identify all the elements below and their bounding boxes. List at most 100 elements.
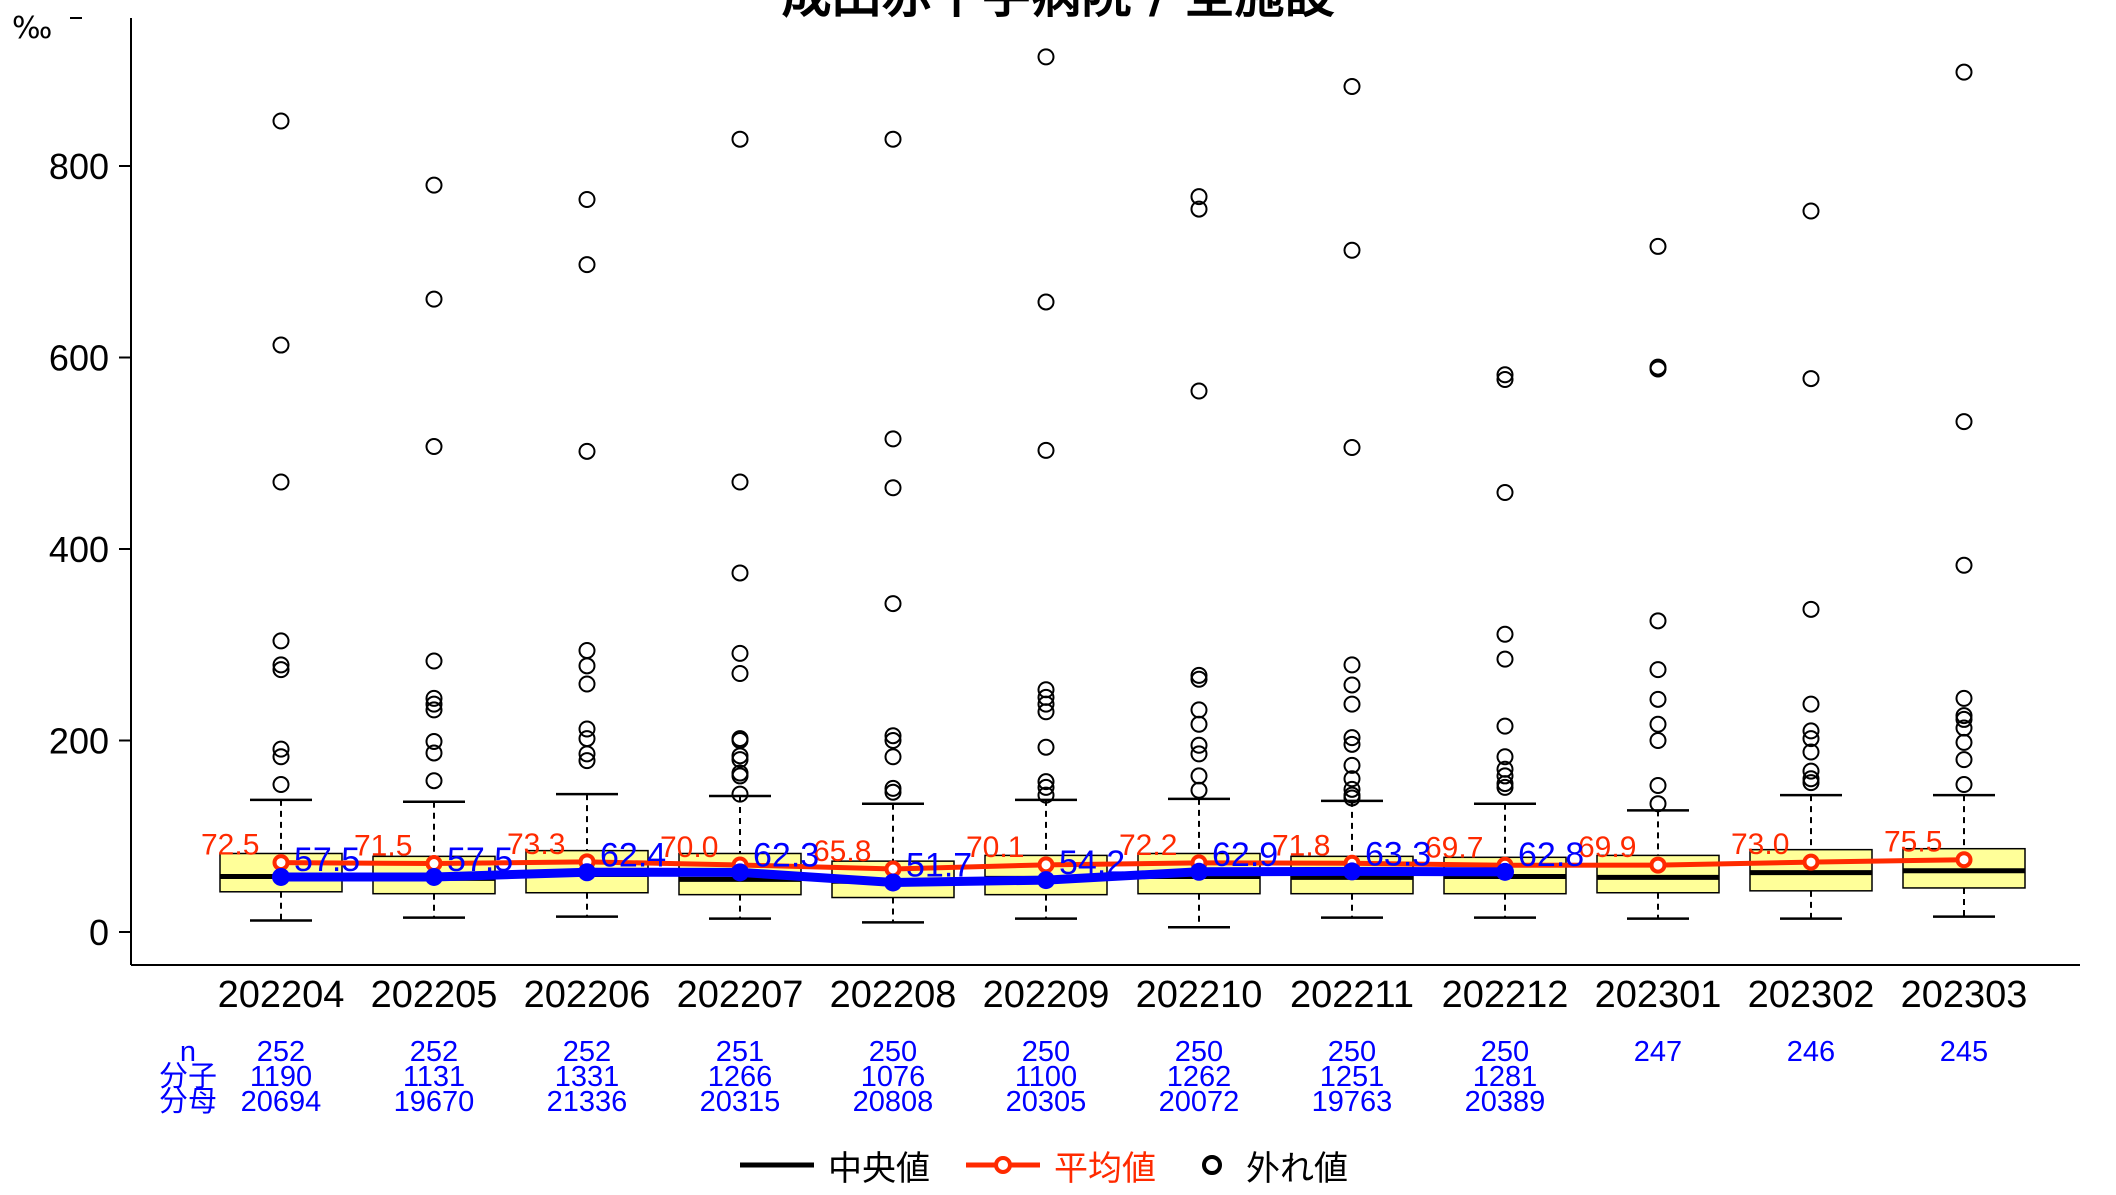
outlier-point — [1037, 441, 1055, 459]
outlier-point — [272, 661, 290, 679]
table-cell: 247 — [1634, 1036, 1682, 1068]
outlier-point — [884, 727, 902, 745]
y-tick-label: 800 — [49, 146, 109, 187]
outlier-point — [425, 652, 443, 670]
outlier-point — [1955, 413, 1973, 431]
outlier-point — [425, 695, 443, 713]
table-cell: 1281 — [1473, 1061, 1538, 1093]
outlier-point — [578, 745, 596, 763]
outlier-point — [578, 720, 596, 738]
outlier-point — [731, 644, 749, 662]
mean-label: 71.5 — [354, 830, 412, 863]
mean-label: 72.2 — [1119, 829, 1177, 862]
table-cell: 252 — [257, 1036, 305, 1068]
outlier-point — [1343, 241, 1361, 259]
mean-label: 73.0 — [1731, 828, 1789, 861]
table-cell: 19670 — [394, 1086, 475, 1118]
mean-label: 72.5 — [201, 829, 259, 862]
outlier-point — [1649, 690, 1667, 708]
outlier-point — [1037, 48, 1055, 66]
outlier-point — [731, 751, 749, 769]
table-cell: 250 — [1022, 1036, 1070, 1068]
outlier-point — [578, 442, 596, 460]
outlier-point — [425, 732, 443, 750]
outlier-point — [731, 785, 749, 803]
x-tick-label: 202210 — [1136, 974, 1263, 1016]
x-tick-label: 202208 — [830, 974, 957, 1016]
outlier-point — [1955, 689, 1973, 707]
outlier-point — [578, 191, 596, 209]
outlier-point — [1496, 717, 1514, 735]
outlier-point — [1190, 701, 1208, 719]
outlier-point — [1496, 767, 1514, 785]
table-row-label: 分子 — [159, 1061, 217, 1093]
outlier-point — [1802, 762, 1820, 780]
mean-line-icon — [966, 1156, 1040, 1174]
outlier-point — [1802, 600, 1820, 618]
outlier-point — [1802, 743, 1820, 761]
outlier-point — [1802, 730, 1820, 748]
outlier-point — [1802, 722, 1820, 740]
outlier-point — [272, 336, 290, 354]
x-tick-label: 202303 — [1901, 974, 2028, 1016]
outlier-point — [425, 438, 443, 456]
y-tick-label: 600 — [49, 338, 109, 379]
table-cell: 1262 — [1167, 1061, 1232, 1093]
x-tick-label: 202211 — [1290, 974, 1414, 1016]
table-cell: 250 — [1175, 1036, 1223, 1068]
table-row-label: n — [180, 1036, 196, 1068]
table-cell: 20694 — [241, 1086, 322, 1118]
outlier-point — [1343, 78, 1361, 96]
outlier-point — [1190, 670, 1208, 688]
outlier-point — [1955, 776, 1973, 794]
table-cell: 20315 — [700, 1086, 781, 1118]
legend-median-label: 中央値 — [828, 1148, 930, 1189]
table-cell: 1076 — [861, 1061, 926, 1093]
legend: 中央値 平均値 外れ値 — [740, 1135, 1384, 1195]
outlier-point — [1190, 715, 1208, 733]
outlier-point — [1649, 612, 1667, 630]
table-cell: 250 — [869, 1036, 917, 1068]
outlier-point — [731, 473, 749, 491]
table-cell: 20305 — [1006, 1086, 1087, 1118]
table-cell: 20808 — [853, 1086, 934, 1118]
outlier-point — [731, 767, 749, 785]
outlier-point — [578, 657, 596, 675]
outlier-point — [1037, 773, 1055, 791]
outlier-point — [1955, 63, 1973, 81]
outlier-point — [1802, 774, 1820, 792]
outlier-point — [884, 783, 902, 801]
outlier-point — [1037, 778, 1055, 796]
table-cell: 1190 — [250, 1061, 312, 1093]
mean-point — [1802, 853, 1820, 871]
outlier-point — [1190, 736, 1208, 754]
hospital-label: 51.7 — [906, 846, 972, 884]
outlier-point — [1649, 360, 1667, 378]
outlier-point — [884, 595, 902, 613]
table-cell: 246 — [1787, 1036, 1835, 1068]
table-cell: 245 — [1940, 1036, 1988, 1068]
mean-label: 70.0 — [660, 831, 718, 864]
outlier-point — [1343, 729, 1361, 747]
outlier-point — [272, 656, 290, 674]
table-cell: 250 — [1328, 1036, 1376, 1068]
outlier-point — [1037, 738, 1055, 756]
outlier-point — [1802, 202, 1820, 220]
mean-point — [1649, 856, 1667, 874]
x-tick-label: 202209 — [983, 974, 1110, 1016]
outlier-point — [272, 776, 290, 794]
outlier-point — [1037, 786, 1055, 804]
outlier-point — [1190, 767, 1208, 785]
hospital-label: 63.3 — [1365, 835, 1431, 873]
outlier-point — [884, 779, 902, 797]
table-cell: 252 — [563, 1036, 611, 1068]
outlier-point — [1343, 735, 1361, 753]
mean-point — [1037, 856, 1055, 874]
outlier-point — [1955, 556, 1973, 574]
table-cell: 1331 — [555, 1061, 620, 1093]
outlier-point — [731, 564, 749, 582]
outlier-point — [578, 641, 596, 659]
hospital-label: 57.5 — [447, 841, 513, 879]
outlier-point — [1649, 732, 1667, 749]
outlier-point — [1343, 780, 1361, 798]
